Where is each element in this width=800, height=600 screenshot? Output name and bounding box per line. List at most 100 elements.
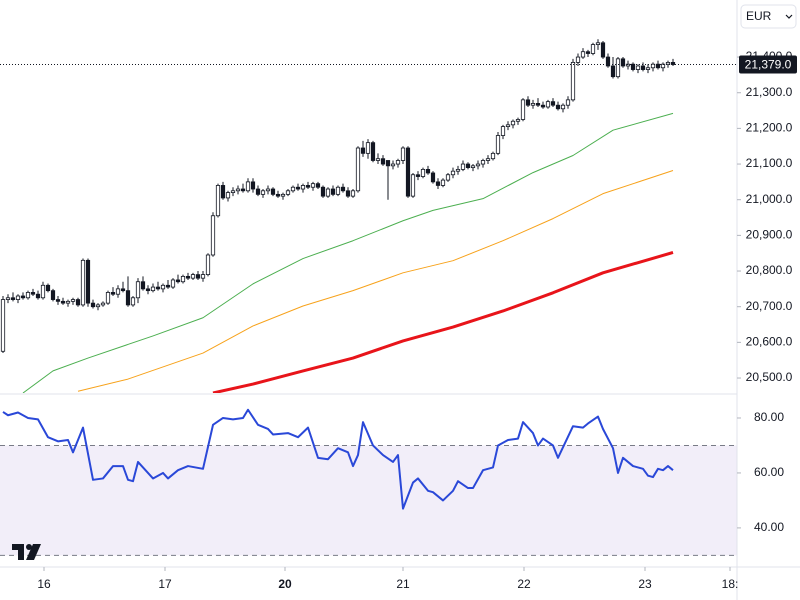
candle-body [185,275,191,279]
candle-body [335,186,341,195]
candle-body [315,183,321,188]
candle-body [140,281,146,290]
candle-body [555,104,561,110]
candle-body [535,103,541,106]
logo [12,544,41,560]
candle-body [435,181,441,186]
candle-body [475,163,481,167]
candle-body [245,181,251,192]
candle-body [425,168,431,174]
candle-body [480,160,486,165]
candle-body [410,174,416,197]
candle-body [180,275,186,283]
axes: 20,500.0 20,600.0 20,700.0 20,800.0 20,900.0… [37,49,797,591]
candle-body [405,147,411,197]
candle-body [585,51,591,54]
rsi-band-layer [0,444,737,556]
candle-body [235,188,241,192]
price-panel [0,39,737,393]
candle-body [320,186,326,197]
candle-body [580,51,586,58]
chevron [785,14,793,19]
candle-body [640,65,646,70]
last-price-box [739,55,797,74]
candle-body [220,185,226,199]
candle-body [645,67,651,70]
candle-body [450,170,456,176]
candle-body [460,163,466,170]
candle-body [210,215,216,256]
x-tick-label: 20 [278,577,292,591]
line-series [22,112,674,393]
candle-body [35,293,41,299]
candle-body [290,186,296,192]
candle-body [515,119,521,122]
candle-body [505,124,511,128]
y-tick-label: 20,700.0 [746,299,793,313]
currency-label[interactable]: EUR [746,9,772,23]
y-tick-label: 20,900.0 [746,228,793,242]
candle-body [650,63,656,69]
y-tick-label: 20,600.0 [746,335,793,349]
candle-body [70,299,76,302]
candle-body [560,104,566,110]
candle-body [485,158,491,161]
candle-body [100,302,106,306]
y-tick-label: 60.00 [754,465,784,479]
candle-body [360,147,366,154]
candle-body [30,292,36,295]
y-tick-label: 20,800.0 [746,263,793,277]
candle-body [230,190,236,193]
candle-body [275,193,281,197]
candle-body [190,274,196,279]
candle-body [550,101,556,106]
candle-body [635,65,641,70]
candle-body [520,99,526,120]
candle-body [455,168,461,172]
candle-body [240,188,246,192]
candle-body [110,292,116,295]
candle-body [80,259,86,306]
candle-body [160,284,166,290]
candle-body [170,279,176,288]
candle-body [600,42,606,58]
candle-body [420,168,426,177]
candle-body [295,186,301,190]
candle-body [605,56,611,67]
last-price-label: 21,379.0 [745,58,792,72]
candle-body [265,188,271,192]
candle-body [120,288,126,292]
candle-body [445,174,451,181]
y-tick-label: 21,200.0 [746,121,793,135]
candle-body [50,290,56,300]
candle-body [105,292,111,304]
candle-body [115,288,121,295]
candle-body [345,190,351,197]
candle-body [255,188,261,195]
candle-body [225,192,231,199]
currency-select[interactable]: EUR [740,4,797,29]
line-series [212,251,674,393]
candle-body [400,147,406,161]
candle-body [15,295,21,300]
candle-body [205,254,211,276]
candle-body [365,142,371,154]
candle-body [300,185,306,190]
y-tick-label: 20,500.0 [746,370,793,384]
candle-body [280,193,286,197]
candle-body [10,297,16,300]
candle-body [75,299,81,306]
candle-body [305,185,311,188]
candle-body [310,183,316,188]
currency-box[interactable] [740,4,797,29]
logo-dot [26,544,32,550]
y-tick-label: 21,000.0 [746,192,793,206]
candle-body [615,58,621,78]
candle-body [415,174,421,177]
candle-body [385,160,391,167]
candle-body [595,42,601,45]
rsi-band [0,445,737,556]
candle-body [250,181,256,190]
candle-body [0,299,6,352]
